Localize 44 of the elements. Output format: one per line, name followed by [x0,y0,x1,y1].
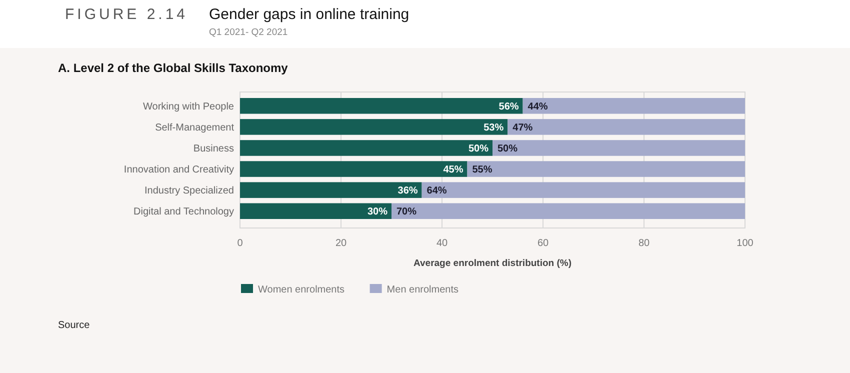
x-tick-label: 80 [638,238,650,249]
bar [240,161,468,177]
bar [240,98,523,114]
bar [508,119,745,135]
chart-title: Gender gaps in online training [209,6,410,23]
bar [492,140,745,156]
bar [240,119,508,135]
y-tick-label: Working with People [143,101,234,112]
y-tick-label: Self-Management [155,122,234,134]
data-label: 64% [426,186,447,197]
y-tick-label: Innovation and Creativity [124,164,234,176]
text: Source [58,320,90,331]
data-label: 55% [472,164,492,176]
x-tick-label: 100 [736,238,754,249]
bar [240,182,422,198]
data-label: 30% [367,206,388,218]
bar [467,161,745,177]
x-tick-label: 40 [436,238,448,249]
x-tick-label: 20 [335,238,347,249]
bar [392,203,745,219]
bar [522,98,745,114]
x-axis-title: Average enrolment distribution (%) [414,258,572,269]
data-label: 45% [443,164,464,176]
data-label: 44% [528,101,548,112]
data-label: 36% [398,186,418,197]
x-tick-label: 0 [237,238,244,249]
data-label: 47% [512,122,533,134]
y-tick-label: Business [193,143,234,154]
bar [240,203,392,219]
y-tick-label: Industry Specialized [144,186,234,197]
legend-label: Men enrolments [386,284,459,296]
y-tick-label: Digital and Technology [134,206,234,218]
legend-label: Women enrolments [258,284,345,296]
x-tick-label: 60 [537,238,549,249]
text: A. Level 2 of the Global Skills Taxonomy [58,61,288,75]
data-label: 50% [498,143,518,154]
data-label: 70% [396,206,417,218]
data-label: 50% [468,143,489,154]
data-label: 53% [484,122,504,134]
chart-subtitle: Q1 2021- Q2 2021 [209,27,288,38]
caption: FIGURE 2.14 [65,6,188,23]
bar [422,182,745,198]
data-label: 56% [498,101,519,112]
bar [240,140,492,156]
